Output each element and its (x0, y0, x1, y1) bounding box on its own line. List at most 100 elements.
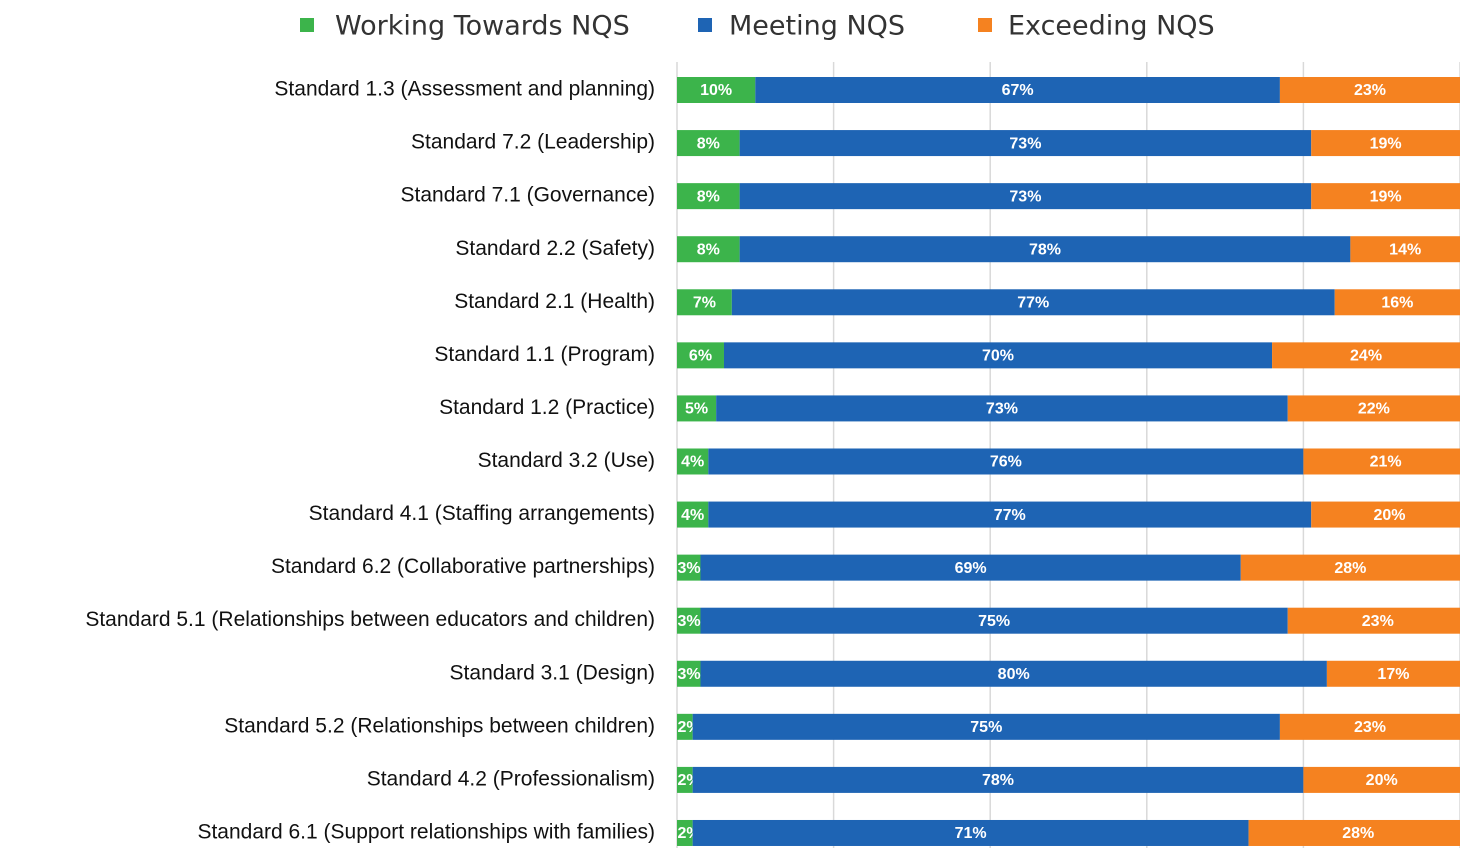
value-label: 78% (1029, 241, 1061, 258)
y-tick-label: Standard 6.2 (Collaborative partnerships… (271, 555, 655, 578)
bar-segment (700, 660, 1327, 687)
bar-segment (677, 289, 732, 316)
value-label: 24% (1350, 348, 1382, 365)
bar-segment (739, 236, 1351, 263)
y-tick-label: Standard 2.1 (Health) (454, 290, 655, 313)
value-label: 67% (1002, 82, 1034, 99)
bar-segment (1272, 342, 1460, 369)
value-label: 5% (685, 401, 708, 418)
bar-segment (677, 342, 724, 369)
bar-segment (1303, 766, 1460, 793)
bar-segment (1334, 289, 1460, 316)
bar-segment (1303, 448, 1460, 475)
y-tick-label: Standard 3.2 (Use) (478, 449, 655, 472)
legend-label: Exceeding NQS (1008, 11, 1215, 42)
bar-segment (700, 607, 1288, 634)
value-label: 71% (955, 825, 987, 842)
value-label: 78% (982, 772, 1014, 789)
bar-segment (1287, 607, 1460, 634)
bar-segment (677, 660, 701, 687)
y-tick-label: Standard 4.1 (Staffing arrangements) (309, 502, 655, 525)
value-label: 8% (697, 241, 720, 258)
bar-segment (677, 77, 756, 103)
bar-segment (677, 130, 740, 157)
y-tick-label: Standard 4.2 (Professionalism) (367, 767, 655, 790)
y-tick-label: Standard 1.1 (Program) (434, 343, 655, 366)
bar-segment (1311, 183, 1460, 210)
value-label: 6% (689, 348, 712, 365)
y-tick-label: Standard 5.2 (Relationships between chil… (224, 714, 655, 737)
y-tick-label: Standard 7.1 (Governance) (401, 184, 655, 207)
y-tick-label: Standard 2.2 (Safety) (455, 237, 655, 260)
bar-segment (1311, 130, 1460, 157)
value-label: 3% (677, 560, 700, 577)
y-tick-label: Standard 1.2 (Practice) (439, 396, 655, 419)
bar-segment (716, 395, 1288, 422)
y-tick-label: Standard 5.1 (Relationships between educ… (85, 608, 655, 631)
value-label: 77% (994, 507, 1026, 524)
value-label: 75% (978, 613, 1010, 630)
value-label: 3% (677, 666, 700, 683)
bar-segment (708, 448, 1304, 475)
bar-segment (677, 554, 701, 581)
bar-segment (1240, 554, 1460, 581)
value-label: 70% (982, 348, 1014, 365)
value-label: 17% (1377, 666, 1409, 683)
bar-segment (1287, 395, 1460, 422)
y-tick-label: Standard 6.1 (Support relationships with… (197, 821, 655, 844)
bar-segment (692, 819, 1249, 846)
bar-segment (677, 448, 709, 475)
bar-segment (739, 183, 1312, 210)
bar-segment (677, 236, 740, 263)
value-label: 77% (1017, 294, 1049, 311)
value-label: 76% (990, 454, 1022, 471)
value-label: 23% (1354, 719, 1386, 736)
value-label: 23% (1354, 82, 1386, 99)
bar-segment (677, 501, 709, 528)
value-label: 73% (986, 401, 1018, 418)
value-label: 75% (970, 719, 1002, 736)
bar-segment (1279, 77, 1460, 103)
value-label: 73% (1009, 135, 1041, 152)
y-tick-label: Standard 3.1 (Design) (450, 661, 655, 684)
bar-segment (731, 289, 1335, 316)
bar-segment (677, 713, 693, 740)
bar-segment (1279, 713, 1460, 740)
value-label: 14% (1389, 241, 1421, 258)
bar-segment (739, 130, 1312, 157)
value-label: 19% (1370, 188, 1402, 205)
value-label: 20% (1374, 507, 1406, 524)
y-tick-label: Standard 7.2 (Leadership) (411, 131, 655, 154)
bar-segment (677, 183, 740, 210)
value-label: 28% (1334, 560, 1366, 577)
value-label: 80% (998, 666, 1030, 683)
bar-segment (677, 607, 701, 634)
value-label: 22% (1358, 401, 1390, 418)
value-label: 16% (1381, 294, 1413, 311)
value-label: 3% (677, 613, 700, 630)
value-label: 73% (1009, 188, 1041, 205)
bar-segment (692, 766, 1304, 793)
bar-segment (700, 554, 1241, 581)
bar-segment (677, 766, 693, 793)
value-label: 8% (697, 135, 720, 152)
legend-marker (698, 18, 712, 32)
bar-segment (723, 342, 1273, 369)
bar-segment (1350, 236, 1460, 263)
bar-segment (708, 501, 1312, 528)
value-label: 4% (681, 454, 704, 471)
value-label: 28% (1342, 825, 1374, 842)
bar-segment (677, 819, 693, 846)
value-label: 19% (1370, 135, 1402, 152)
value-label: 20% (1366, 772, 1398, 789)
value-label: 4% (681, 507, 704, 524)
y-tick-label: Standard 1.3 (Assessment and planning) (274, 78, 655, 101)
value-label: 10% (700, 82, 732, 99)
legend-label: Meeting NQS (729, 11, 905, 42)
legend-marker (978, 18, 992, 32)
bar-segment (1248, 819, 1460, 846)
bar-segment (692, 713, 1280, 740)
bar-segment (677, 395, 717, 422)
value-label: 69% (955, 560, 987, 577)
bar-segment (1311, 501, 1460, 528)
